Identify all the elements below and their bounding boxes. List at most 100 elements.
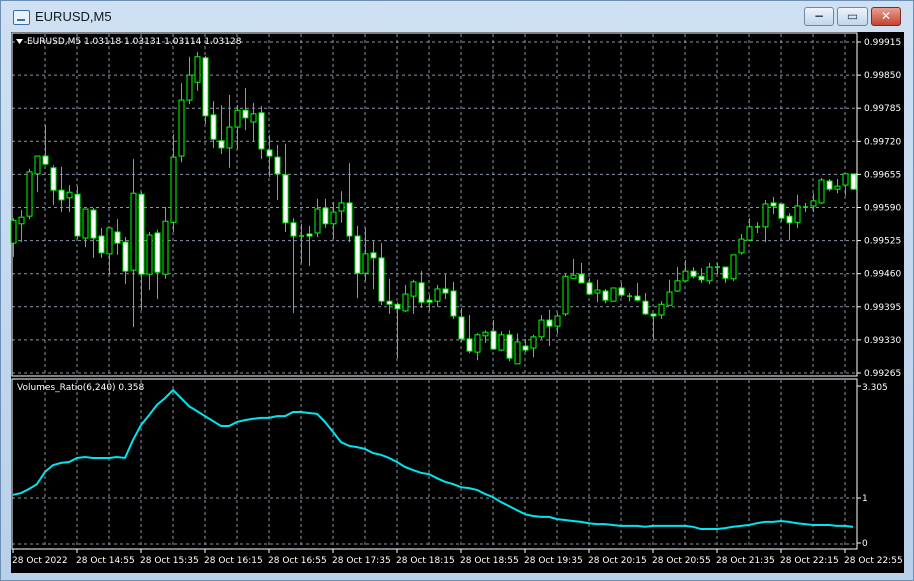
candle	[594, 279, 601, 303]
candle-body	[634, 295, 641, 301]
candle	[578, 263, 585, 284]
candle-body	[834, 185, 841, 190]
price-axis-label: 0.99915	[864, 38, 901, 48]
candle-body	[562, 275, 569, 315]
candle	[138, 192, 145, 310]
candle-body	[554, 315, 561, 327]
candle	[402, 284, 409, 312]
candle-body	[650, 313, 657, 317]
time-axis-label: 28 Oct 15:35	[140, 556, 199, 566]
candle	[426, 295, 433, 311]
candle-body	[186, 74, 193, 101]
title-bar[interactable]: EURUSD,M5 − ▭ ✕	[1, 1, 913, 31]
candle-body	[770, 202, 777, 207]
candle	[218, 105, 225, 155]
main-panel-frame	[11, 32, 858, 377]
candle-body	[690, 270, 697, 277]
candle	[666, 279, 673, 306]
chart-area[interactable]	[11, 32, 904, 573]
candle	[210, 101, 217, 148]
minimize-button[interactable]: −	[804, 7, 834, 26]
candle	[538, 314, 545, 339]
candle	[762, 199, 769, 243]
candle	[690, 267, 697, 279]
candle	[562, 273, 569, 316]
indicator-panel-frame	[11, 378, 858, 550]
candle-body	[658, 303, 665, 316]
candle-body	[274, 156, 281, 175]
candle-body	[410, 281, 417, 297]
candle-body	[362, 253, 369, 274]
candle-body	[290, 222, 297, 237]
time-axis-label: 28 Oct 17:35	[332, 556, 391, 566]
candle-body	[194, 56, 201, 83]
candle	[410, 279, 417, 314]
candle-body	[394, 303, 401, 310]
candle	[834, 178, 841, 194]
candle-body	[122, 241, 129, 272]
candle-body	[330, 211, 337, 225]
candle	[66, 185, 73, 213]
volumes-ratio-line	[12, 388, 854, 531]
candle-body	[74, 193, 81, 237]
candle	[682, 259, 689, 282]
time-axis-label: 28 Oct 19:35	[524, 556, 583, 566]
time-axis-label: 28 Oct 22:15	[780, 556, 839, 566]
candle	[850, 173, 857, 191]
candle	[10, 218, 17, 257]
candle-body	[34, 155, 41, 175]
time-axis-label: 28 Oct 16:15	[204, 556, 263, 566]
candle-body	[538, 319, 545, 338]
maximize-button[interactable]: ▭	[837, 7, 868, 26]
candle	[354, 225, 361, 299]
candle-body	[442, 288, 449, 294]
price-axis-label: 0.99525	[864, 237, 901, 247]
price-axis-label: 0.99655	[864, 170, 901, 180]
candle-body	[482, 331, 489, 337]
candle	[490, 320, 497, 351]
candle-body	[314, 208, 321, 234]
candle-body	[618, 287, 625, 296]
candle-body	[226, 126, 233, 149]
candle-body	[674, 280, 681, 292]
candle-body	[666, 291, 673, 306]
candle	[26, 168, 33, 220]
candle-body	[338, 202, 345, 212]
candle	[474, 333, 481, 361]
candle	[634, 282, 641, 302]
candle	[90, 208, 97, 258]
candle-body	[210, 114, 217, 140]
close-icon: ✕	[880, 9, 892, 23]
candle-body	[378, 257, 385, 302]
close-button[interactable]: ✕	[871, 7, 901, 26]
candle	[610, 287, 617, 302]
candle-body	[546, 319, 553, 327]
candle-body	[530, 336, 537, 349]
candle-body	[490, 330, 497, 350]
time-axis-label: 28 Oct 18:55	[460, 556, 519, 566]
candle	[306, 225, 313, 267]
candle	[346, 163, 353, 243]
candle	[698, 268, 705, 283]
candle-body	[98, 235, 105, 254]
candle-body	[826, 180, 833, 190]
candle	[250, 103, 257, 142]
candle	[74, 186, 81, 240]
price-axis-label: 0.99460	[864, 270, 901, 280]
candle-body	[162, 220, 169, 275]
time-axis-label: 28 Oct 20:55	[652, 556, 711, 566]
candle	[650, 313, 657, 340]
candle	[755, 222, 760, 233]
candle	[42, 125, 49, 166]
candle	[826, 178, 833, 192]
candle	[506, 330, 513, 362]
candle-body	[386, 300, 393, 305]
candle	[618, 282, 625, 298]
candle	[242, 87, 249, 131]
candle	[370, 240, 377, 289]
dropdown-triangle-icon[interactable]	[16, 39, 23, 44]
candle	[290, 218, 297, 313]
price-axis-label: 0.99850	[864, 71, 901, 81]
candle-body	[18, 216, 25, 225]
